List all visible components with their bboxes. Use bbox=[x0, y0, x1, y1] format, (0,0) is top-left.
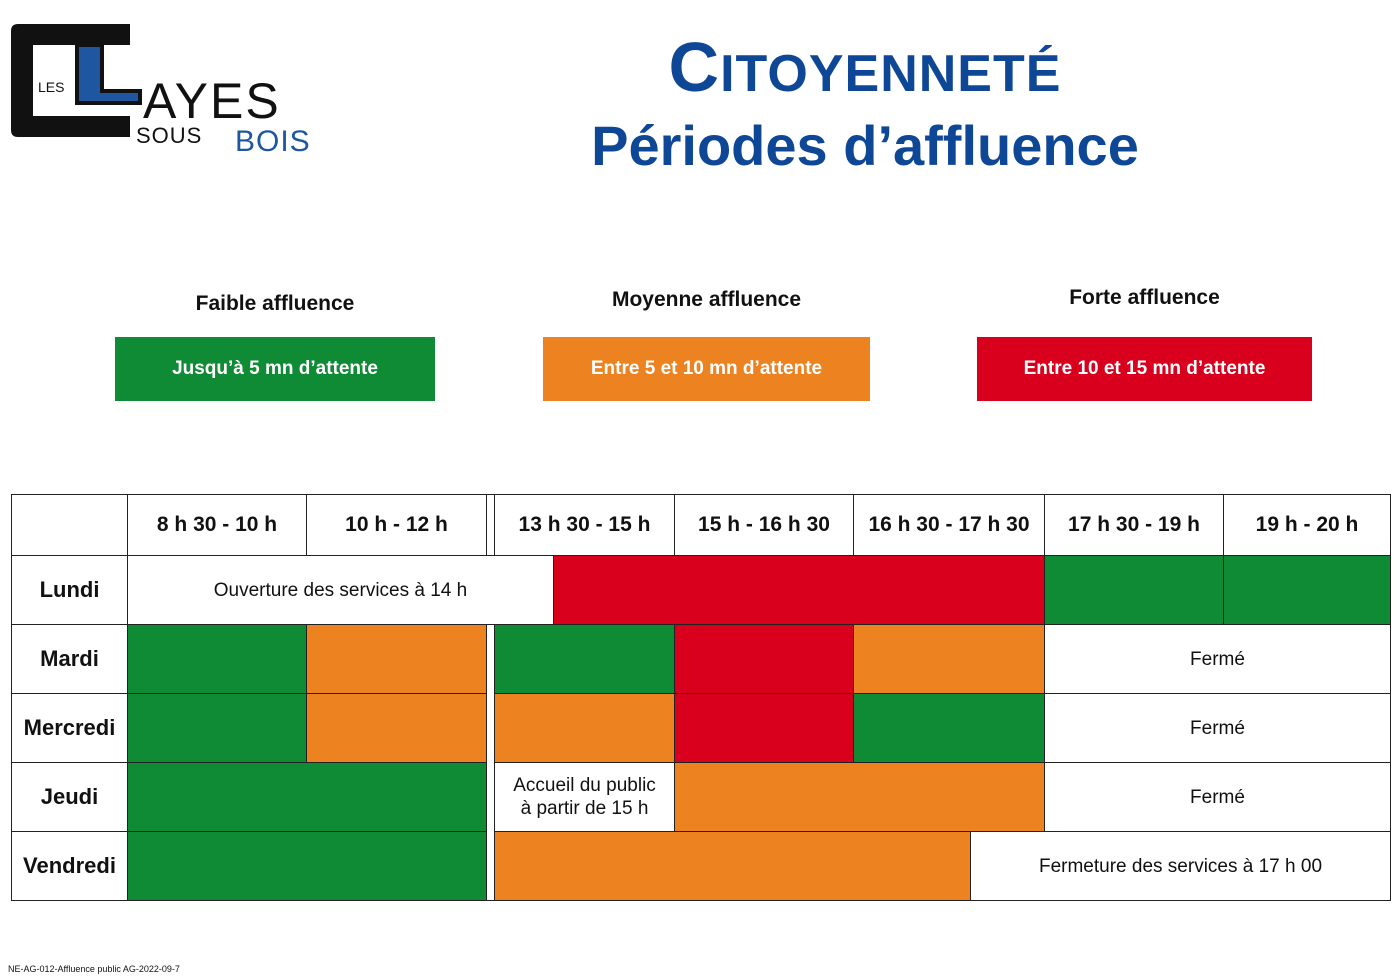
slot-faible bbox=[127, 693, 307, 763]
jeudi-note-line-2: à partir de 15 h bbox=[520, 798, 649, 819]
title-line-1: CITOYENNETÉ bbox=[560, 28, 1170, 113]
corner-cell bbox=[11, 494, 128, 556]
slot-moyenne bbox=[494, 693, 675, 763]
logo: LES AYES SOUS BOIS bbox=[0, 0, 345, 170]
legend-forte: Forte affluence Entre 10 et 15 mn d’atte… bbox=[977, 286, 1312, 401]
slot-faible bbox=[127, 624, 307, 694]
day-mercredi: Mercredi bbox=[11, 693, 128, 763]
logo-bois: BOIS bbox=[235, 125, 311, 158]
header-cell: 10 h - 12 h bbox=[306, 494, 487, 556]
header-cell: 16 h 30 - 17 h 30 bbox=[853, 494, 1045, 556]
slot-moyenne bbox=[306, 624, 487, 694]
legend-faible-box: Jusqu’à 5 mn d’attente bbox=[115, 337, 435, 401]
page-title: CITOYENNETÉ Périodes d’affluence bbox=[560, 28, 1170, 179]
day-mardi: Mardi bbox=[11, 624, 128, 694]
footer-reference: NE-AG-012-Affluence public AG-2022-09-7 bbox=[8, 964, 180, 974]
day-lundi: Lundi bbox=[11, 555, 128, 625]
legend-moyenne-label: Moyenne affluence bbox=[611, 288, 802, 311]
slot-forte bbox=[674, 693, 854, 763]
jeudi-closed: Fermé bbox=[1044, 762, 1391, 832]
mercredi-closed: Fermé bbox=[1044, 693, 1391, 763]
slot-faible bbox=[853, 693, 1045, 763]
legend-faible: Faible affluence Jusqu’à 5 mn d’attente bbox=[115, 292, 435, 401]
slot-moyenne bbox=[674, 762, 1045, 832]
slot-faible bbox=[494, 624, 675, 694]
logo-ayes: AYES bbox=[143, 73, 281, 129]
title-rest: ITOYENNETÉ bbox=[720, 45, 1062, 103]
lundi-opening-note: Ouverture des services à 14 h bbox=[127, 555, 554, 625]
jeudi-note-line-1: Accueil du public bbox=[513, 775, 656, 796]
slot-faible bbox=[127, 831, 487, 901]
logo-sous: SOUS bbox=[136, 123, 202, 148]
legend-forte-label: Forte affluence bbox=[1069, 286, 1220, 309]
jeudi-reception-note: Accueil du public à partir de 15 h bbox=[494, 762, 675, 832]
slot-faible bbox=[1223, 555, 1391, 625]
header-cell: 19 h - 20 h bbox=[1223, 494, 1391, 556]
header-cell: 15 h - 16 h 30 bbox=[674, 494, 854, 556]
legend-forte-box: Entre 10 et 15 mn d’attente bbox=[977, 337, 1312, 401]
logo-les: LES bbox=[38, 79, 64, 95]
day-jeudi: Jeudi bbox=[11, 762, 128, 832]
title-initial: C bbox=[668, 28, 721, 106]
header-cell: 13 h 30 - 15 h bbox=[494, 494, 675, 556]
legend-faible-label: Faible affluence bbox=[195, 292, 355, 315]
legend-moyenne: Moyenne affluence Entre 5 et 10 mn d’att… bbox=[543, 288, 870, 401]
slot-moyenne bbox=[853, 624, 1045, 694]
slot-forte bbox=[553, 555, 1045, 625]
day-vendredi: Vendredi bbox=[11, 831, 128, 901]
slot-faible bbox=[127, 762, 487, 832]
mardi-closed: Fermé bbox=[1044, 624, 1391, 694]
slot-moyenne bbox=[306, 693, 487, 763]
legend-moyenne-box: Entre 5 et 10 mn d’attente bbox=[543, 337, 870, 401]
header-cell: 8 h 30 - 10 h bbox=[127, 494, 307, 556]
header-cell: 17 h 30 - 19 h bbox=[1044, 494, 1224, 556]
slot-forte bbox=[674, 624, 854, 694]
title-line-2: Périodes d’affluence bbox=[591, 114, 1139, 177]
slot-faible bbox=[1044, 555, 1224, 625]
slot-moyenne bbox=[494, 831, 971, 901]
vendredi-closing-note: Fermeture des services à 17 h 00 bbox=[970, 831, 1391, 901]
